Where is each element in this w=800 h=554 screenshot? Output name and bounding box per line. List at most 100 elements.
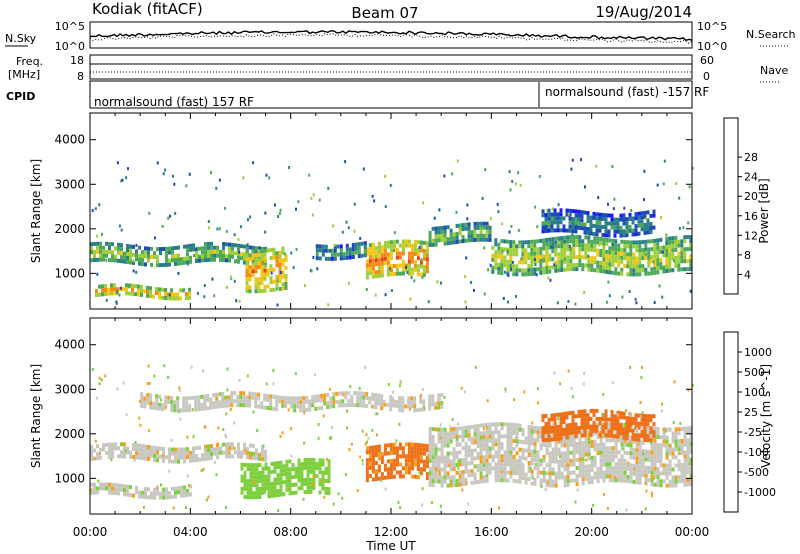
- heatmap-cell: [291, 483, 295, 487]
- heatmap-cell: [575, 267, 579, 272]
- heatmap-cell: [231, 242, 234, 247]
- heatmap-cell: [150, 453, 153, 458]
- heatmap-cell: [649, 414, 653, 419]
- heatmap-cell: [102, 245, 105, 250]
- heatmap-cell: [497, 462, 501, 467]
- heatmap-cell: [438, 208, 441, 212]
- heatmap-cell: [126, 484, 129, 489]
- heatmap-cell: [530, 255, 534, 260]
- heatmap-cell: [407, 446, 411, 451]
- heatmap-cell: [494, 262, 498, 267]
- heatmap-cell: [539, 446, 543, 451]
- heatmap-cell: [554, 439, 558, 444]
- heatmap-cell: [530, 263, 534, 268]
- heatmap-cell: [203, 406, 207, 411]
- heatmap-cell: [407, 271, 411, 276]
- heatmap-cell: [212, 401, 216, 406]
- heatmap-cell: [131, 291, 134, 296]
- heatmap-cell: [234, 243, 237, 248]
- heatmap-cell: [668, 427, 672, 432]
- heatmap-cell: [500, 434, 504, 439]
- heatmap-cell: [533, 258, 536, 262]
- heatmap-cell: [434, 226, 438, 231]
- heatmap-cell: [625, 508, 628, 512]
- heatmap-cell: [142, 505, 145, 509]
- heatmap-cell: [587, 480, 591, 485]
- heatmap-cell: [392, 240, 396, 244]
- heatmap-cell: [410, 454, 414, 459]
- heatmap-cell: [188, 172, 191, 176]
- heatmap-cell: [533, 429, 537, 434]
- heatmap-cell: [479, 443, 483, 448]
- heatmap-cell: [219, 450, 222, 455]
- heatmap-cell: [584, 448, 588, 453]
- heatmap-cell: [365, 404, 369, 408]
- heatmap-cell: [563, 435, 567, 440]
- heatmap-cell: [689, 247, 693, 252]
- heatmap-cell: [506, 430, 510, 435]
- heatmap-cell: [127, 285, 130, 289]
- heatmap-cell: [168, 459, 171, 464]
- heatmap-cell: [256, 429, 259, 432]
- heatmap-cell: [620, 434, 624, 439]
- heatmap-cell: [249, 491, 253, 496]
- heatmap-cell: [380, 402, 384, 407]
- heatmap-cell: [587, 472, 591, 477]
- heatmap-cell: [104, 292, 107, 296]
- heatmap-cell: [560, 475, 564, 480]
- heatmap-cell: [650, 450, 654, 455]
- heatmap-cell: [401, 263, 405, 268]
- heatmap-cell: [443, 431, 447, 436]
- heatmap-cell: [213, 245, 216, 250]
- heatmap-cell: [668, 459, 672, 464]
- heatmap-cell: [641, 457, 645, 462]
- heatmap-cell: [90, 242, 93, 247]
- heatmap-cell: [123, 492, 126, 497]
- heatmap-cell: [680, 251, 684, 256]
- heatmap-cell: [689, 259, 693, 264]
- heatmap-cell: [213, 447, 216, 452]
- heatmap-cell: [544, 225, 548, 229]
- heatmap-cell: [566, 239, 570, 244]
- heatmap-cell: [329, 396, 333, 401]
- heatmap-cell: [512, 431, 516, 435]
- heatmap-cell: [434, 230, 438, 235]
- heatmap-cell: [566, 459, 570, 464]
- heatmap-cell: [335, 399, 339, 404]
- heatmap-cell: [547, 276, 550, 280]
- heatmap-cell: [479, 435, 483, 440]
- heatmap-cell: [315, 252, 319, 257]
- heatmap-cell: [635, 428, 639, 433]
- heatmap-cell: [443, 459, 447, 464]
- heatmap-cell: [376, 412, 379, 416]
- heatmap-cell: [596, 236, 600, 241]
- heatmap-cell: [138, 253, 141, 258]
- heatmap-cell: [406, 270, 409, 274]
- heatmap-cell: [248, 277, 252, 282]
- heatmap-cell: [95, 396, 98, 400]
- heatmap-cell: [240, 486, 244, 491]
- heatmap-cell: [506, 259, 510, 264]
- heatmap-cell: [126, 488, 129, 493]
- heatmap-cell: [599, 450, 603, 455]
- heatmap-cell: [401, 404, 405, 409]
- heatmap-cell: [141, 258, 144, 263]
- heatmap-cell: [506, 434, 510, 439]
- heatmap-cell: [180, 261, 183, 266]
- heatmap-cell: [557, 268, 561, 273]
- heatmap-cell: [485, 466, 489, 471]
- heatmap-cell: [437, 475, 441, 480]
- heatmap-cell: [183, 459, 186, 464]
- heatmap-cell: [105, 486, 108, 491]
- heatmap-cell: [252, 245, 255, 250]
- heatmap-cell: [668, 268, 672, 273]
- heatmap-cell: [425, 269, 429, 274]
- heatmap-cell: [407, 400, 411, 405]
- heatmap-cell: [153, 457, 156, 462]
- heatmap-cell: [452, 459, 456, 464]
- heatmap-cell: [536, 474, 540, 479]
- heatmap-cell: [419, 248, 423, 253]
- heatmap-cell: [386, 264, 390, 269]
- heatmap-cell: [570, 167, 573, 171]
- heatmap-cell: [500, 259, 504, 264]
